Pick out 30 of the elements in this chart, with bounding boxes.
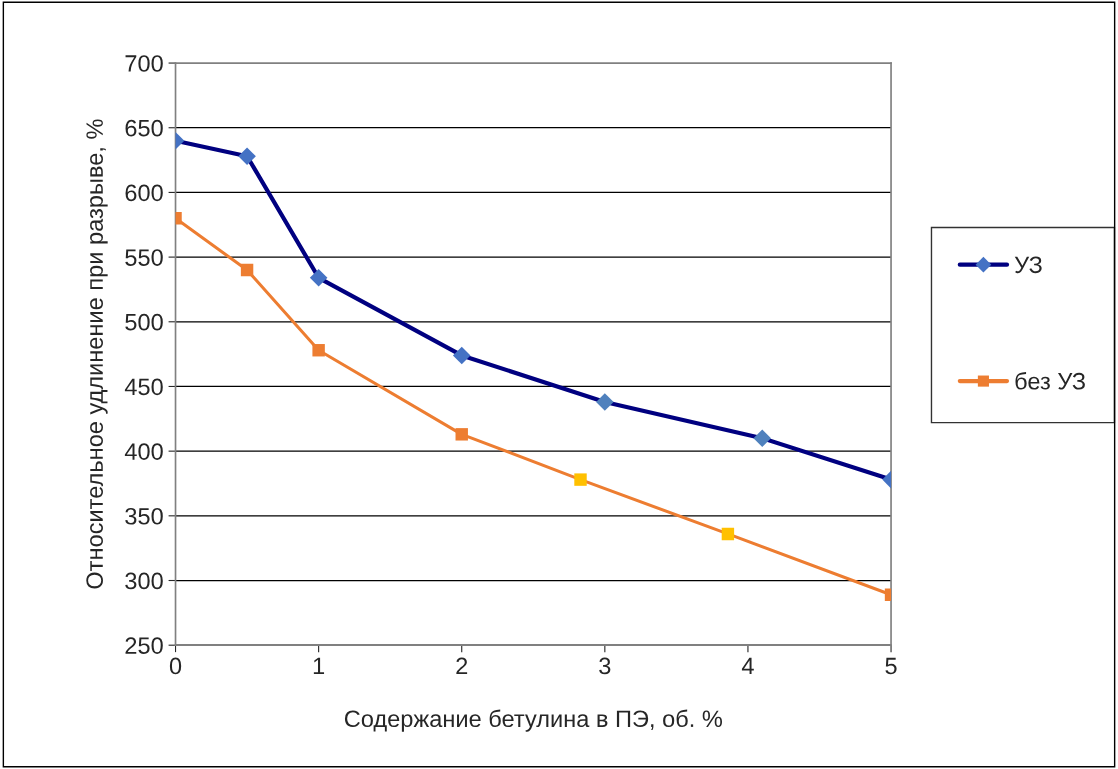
x-tick-label: 5 (885, 657, 897, 675)
y-tick-label: 350 (125, 507, 163, 525)
point (455, 428, 468, 441)
point (312, 344, 325, 357)
point (721, 527, 735, 541)
point (452, 346, 471, 365)
y-axis-title: Относительное удлинение при разрыве, % (86, 119, 108, 589)
y-tick-label: 300 (125, 572, 163, 590)
x-axis-title: Содержание бетулина в ПЭ, об. % (344, 709, 723, 732)
y-tick-label: 500 (125, 313, 163, 331)
legend-label: УЗ (1014, 256, 1042, 274)
x-tick-label: 0 (169, 657, 182, 675)
point (574, 473, 587, 486)
point (238, 147, 256, 165)
y-tick-label: 450 (124, 378, 163, 396)
y-tick-label: 550 (125, 249, 163, 266)
y-tick-label: 700 (125, 55, 163, 72)
point (309, 269, 328, 287)
y-tick-label: 600 (125, 184, 163, 202)
y-tick-label: 400 (124, 443, 163, 460)
x-tick-label: 3 (599, 657, 611, 675)
point (240, 263, 254, 277)
point (753, 429, 772, 447)
x-tick-label: 1 (313, 657, 325, 675)
y-tick-label: 650 (125, 119, 163, 137)
y-tick-label: 250 (125, 637, 163, 654)
legend-label: без УЗ (1015, 372, 1085, 390)
point (596, 393, 614, 411)
x-tick-label: 2 (456, 657, 468, 675)
x-tick-label: 4 (741, 657, 754, 675)
